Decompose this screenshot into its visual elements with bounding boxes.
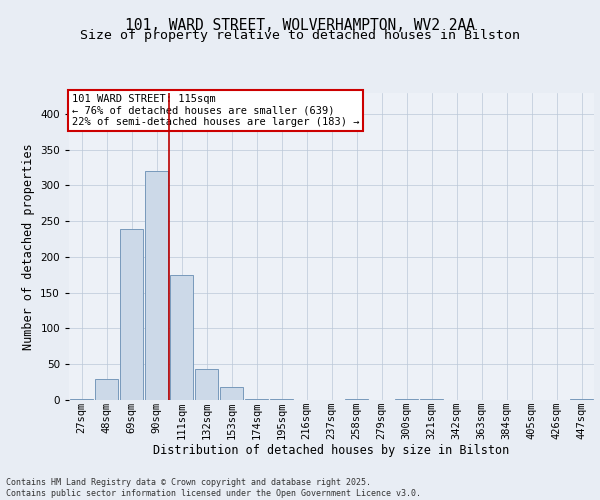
Text: 101 WARD STREET: 115sqm
← 76% of detached houses are smaller (639)
22% of semi-d: 101 WARD STREET: 115sqm ← 76% of detache… [71, 94, 359, 127]
X-axis label: Distribution of detached houses by size in Bilston: Distribution of detached houses by size … [154, 444, 509, 458]
Y-axis label: Number of detached properties: Number of detached properties [22, 143, 35, 350]
Bar [70, 398, 93, 400]
Bar [220, 387, 243, 400]
Bar [95, 378, 118, 400]
Bar [145, 171, 168, 400]
Text: 101, WARD STREET, WOLVERHAMPTON, WV2 2AA: 101, WARD STREET, WOLVERHAMPTON, WV2 2AA [125, 18, 475, 32]
Text: Contains HM Land Registry data © Crown copyright and database right 2025.
Contai: Contains HM Land Registry data © Crown c… [6, 478, 421, 498]
Bar [120, 229, 143, 400]
Text: Size of property relative to detached houses in Bilston: Size of property relative to detached ho… [80, 29, 520, 42]
Bar [245, 398, 268, 400]
Bar [195, 368, 218, 400]
Bar [170, 275, 193, 400]
